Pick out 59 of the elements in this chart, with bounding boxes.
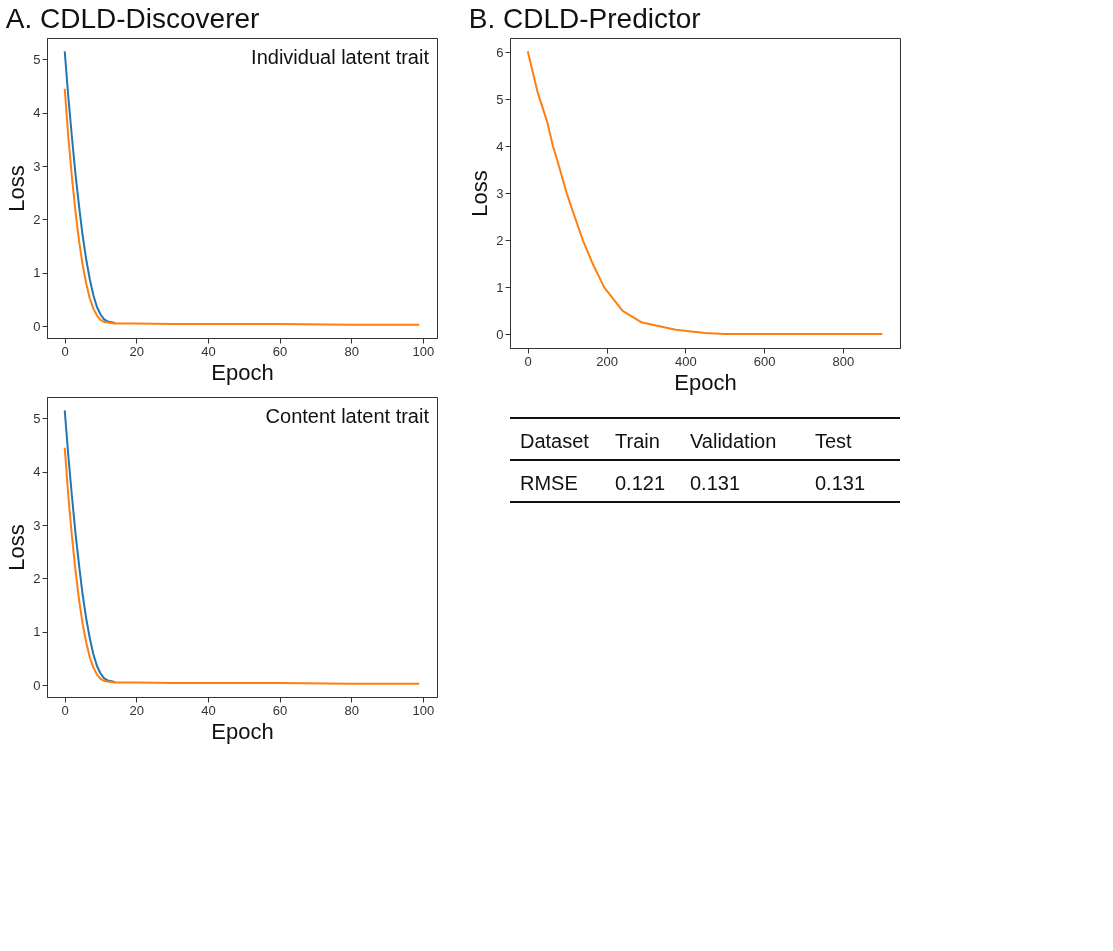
y-tick-label: 0: [496, 326, 504, 342]
x-tick-label: 600: [753, 353, 776, 369]
x-tick-label: 20: [129, 343, 145, 359]
x-tick-label: 800: [832, 353, 855, 369]
y-tick-label: 4: [33, 105, 41, 121]
y-tick-label: 1: [496, 279, 504, 295]
y-tick-label: 3: [496, 185, 504, 201]
x-tick-label: 100: [412, 702, 435, 718]
x-axis-title: Epoch: [674, 369, 737, 395]
y-tick-label: 5: [496, 91, 504, 107]
x-tick-label: 0: [524, 353, 532, 369]
line-series: [63, 87, 421, 326]
line-series: [63, 409, 116, 684]
y-tick-label: 4: [496, 138, 504, 154]
y-tick-label: 5: [33, 51, 41, 67]
x-tick-label: 80: [344, 702, 359, 718]
x-tick-label: 60: [272, 343, 288, 359]
y-axis-title: Loss: [4, 165, 30, 212]
y-tick-label: 4: [33, 464, 41, 480]
text: Dataset: [520, 430, 590, 452]
annotation: Individual latent trait: [251, 46, 430, 68]
y-tick-label: 0: [33, 677, 41, 693]
annotation: Content latent trait: [265, 405, 430, 427]
y-axis-title: Loss: [4, 524, 30, 571]
x-tick-label: 40: [201, 702, 216, 718]
y-tick-label: 0: [33, 318, 41, 334]
chart-title: A. CDLD-Discoverer: [5, 3, 260, 34]
x-tick-label: 100: [412, 343, 435, 359]
x-tick-label: 20: [129, 702, 145, 718]
y-tick-label: 2: [33, 211, 41, 227]
category-label: Train: [615, 430, 660, 452]
x-tick-label: 400: [674, 353, 697, 369]
x-axis-title: Epoch: [211, 718, 274, 744]
x-tick-label: 0: [61, 343, 69, 359]
x-tick-label: 60: [272, 702, 288, 718]
y-tick-label: 2: [33, 570, 41, 586]
y-tick-label: 1: [33, 624, 41, 640]
y-tick-label: 3: [33, 158, 41, 174]
data-label: 0.131: [690, 472, 741, 494]
chart-title: B. CDLD-Predictor: [468, 3, 701, 34]
x-tick-label: 80: [344, 343, 359, 359]
category-label: Test: [815, 430, 853, 452]
y-axis-title: Loss: [467, 170, 493, 217]
data-label: 0.121: [615, 472, 666, 494]
y-tick-label: 6: [496, 44, 504, 60]
x-axis-title: Epoch: [211, 359, 274, 385]
text: RMSE: [520, 472, 578, 494]
y-tick-label: 1: [33, 265, 41, 281]
y-tick-label: 5: [33, 410, 41, 426]
category-label: Validation: [690, 430, 777, 452]
y-tick-label: 3: [33, 517, 41, 533]
data-label: 0.131: [815, 472, 866, 494]
y-tick-label: 2: [496, 232, 504, 248]
x-tick-label: 0: [61, 702, 69, 718]
x-tick-label: 40: [201, 343, 216, 359]
line-series: [526, 50, 884, 335]
line-series: [63, 446, 421, 685]
line-series: [63, 50, 116, 325]
x-tick-label: 200: [596, 353, 618, 369]
